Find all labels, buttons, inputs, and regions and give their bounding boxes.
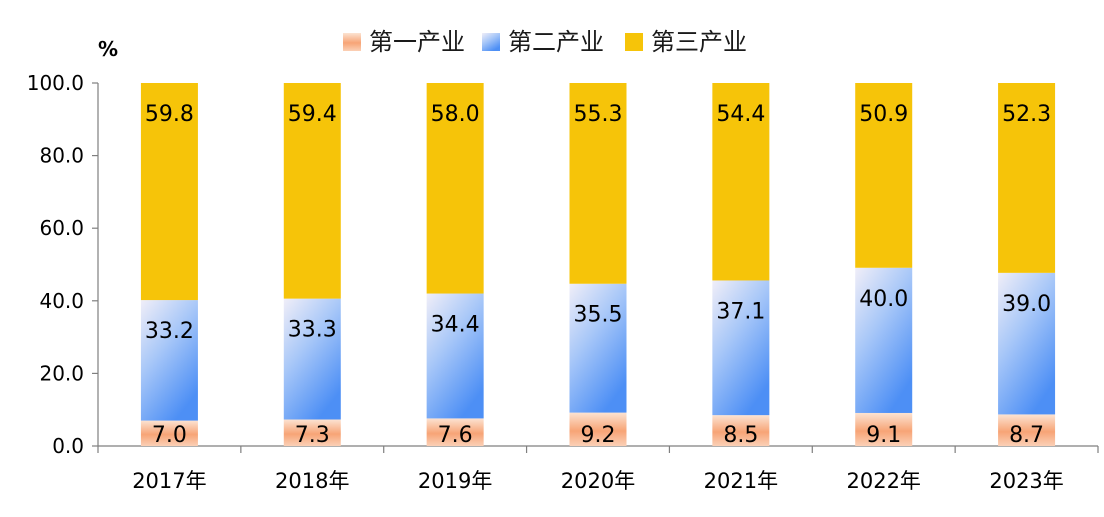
- x-tick-label: 2021年: [704, 469, 778, 493]
- legend-label: 第二产业: [508, 28, 604, 56]
- data-label-tertiary: 52.3: [1002, 102, 1051, 127]
- x-tick-label: 2022年: [846, 469, 920, 493]
- data-label-tertiary: 59.4: [288, 102, 337, 127]
- bar-segment-tertiary: [140, 83, 198, 301]
- x-tick-label: 2017年: [132, 469, 206, 493]
- data-label-primary: 9.1: [866, 423, 901, 448]
- bar-segment-primary: [426, 418, 484, 446]
- data-labels: 7.0 33.2 59.8 7.3 33.3 59.4 7.6 34.4 58.0 9.2 35.5…: [145, 102, 1051, 448]
- bar-segment-primary: [998, 414, 1056, 446]
- bar-segment-primary: [569, 412, 627, 446]
- bar-segment-tertiary: [569, 83, 627, 284]
- bar-segment-tertiary: [283, 83, 341, 299]
- bar-segment-secondary: [569, 283, 627, 413]
- y-tick-label: 60.0: [39, 216, 84, 240]
- bar-segment-secondary: [998, 272, 1056, 415]
- bar-segment-tertiary: [855, 83, 913, 268]
- data-label-secondary: 33.3: [288, 318, 337, 343]
- legend-swatch: [625, 33, 643, 51]
- data-label-primary: 7.0: [152, 423, 187, 448]
- bar-segment-primary: [140, 420, 198, 446]
- data-label-primary: 8.7: [1009, 423, 1044, 448]
- bar-segment-secondary: [426, 293, 484, 419]
- legend-swatch: [482, 33, 500, 51]
- x-tick-label: 2020年: [561, 469, 635, 493]
- axes: 0.0 20.0 40.0 60.0 80.0 100.0 2017年 2018年 2019年 2…: [27, 71, 1099, 493]
- bar-segment-tertiary: [712, 83, 770, 281]
- data-label-secondary: 37.1: [716, 299, 765, 324]
- data-label-secondary: 39.0: [1002, 292, 1051, 317]
- bar-segment-primary: [283, 419, 341, 446]
- data-label-tertiary: 59.8: [145, 102, 194, 127]
- bar-segment-secondary: [712, 280, 770, 416]
- x-tick-label: 2023年: [989, 469, 1063, 493]
- y-tick-label: 80.0: [39, 144, 84, 168]
- bar-segment-secondary: [140, 300, 198, 421]
- data-label-secondary: 35.5: [574, 303, 623, 328]
- data-label-tertiary: 58.0: [431, 102, 480, 127]
- data-label-secondary: 33.2: [145, 319, 194, 344]
- data-label-secondary: 34.4: [431, 313, 480, 338]
- y-tick-label: 100.0: [27, 71, 84, 95]
- y-axis-unit-label: %: [98, 37, 118, 61]
- bar-segment-tertiary: [426, 83, 484, 294]
- data-label-primary: 7.6: [438, 423, 473, 448]
- y-tick-label: 0.0: [52, 434, 84, 458]
- y-tick-label: 40.0: [39, 289, 84, 313]
- bar-segment-secondary: [855, 267, 913, 413]
- x-tick-label: 2019年: [418, 469, 492, 493]
- data-label-primary: 9.2: [581, 423, 616, 448]
- bar-segment-secondary: [283, 298, 341, 420]
- y-tick-label: 20.0: [39, 361, 84, 385]
- data-label-primary: 7.3: [295, 423, 330, 448]
- legend-label: 第三产业: [651, 28, 747, 56]
- data-label-tertiary: 55.3: [574, 102, 623, 127]
- bars: [140, 83, 1056, 446]
- bar-segment-tertiary: [998, 83, 1056, 273]
- legend-swatch: [343, 33, 361, 51]
- data-label-tertiary: 50.9: [859, 102, 908, 127]
- bar-segment-primary: [855, 412, 913, 446]
- data-label-primary: 8.5: [723, 423, 758, 448]
- data-label-tertiary: 54.4: [716, 102, 765, 127]
- legend: 第一产业 第二产业 第三产业: [343, 28, 747, 56]
- x-tick-label: 2018年: [275, 469, 349, 493]
- data-label-secondary: 40.0: [859, 287, 908, 312]
- legend-label: 第一产业: [369, 28, 465, 56]
- bar-segment-primary: [712, 415, 770, 446]
